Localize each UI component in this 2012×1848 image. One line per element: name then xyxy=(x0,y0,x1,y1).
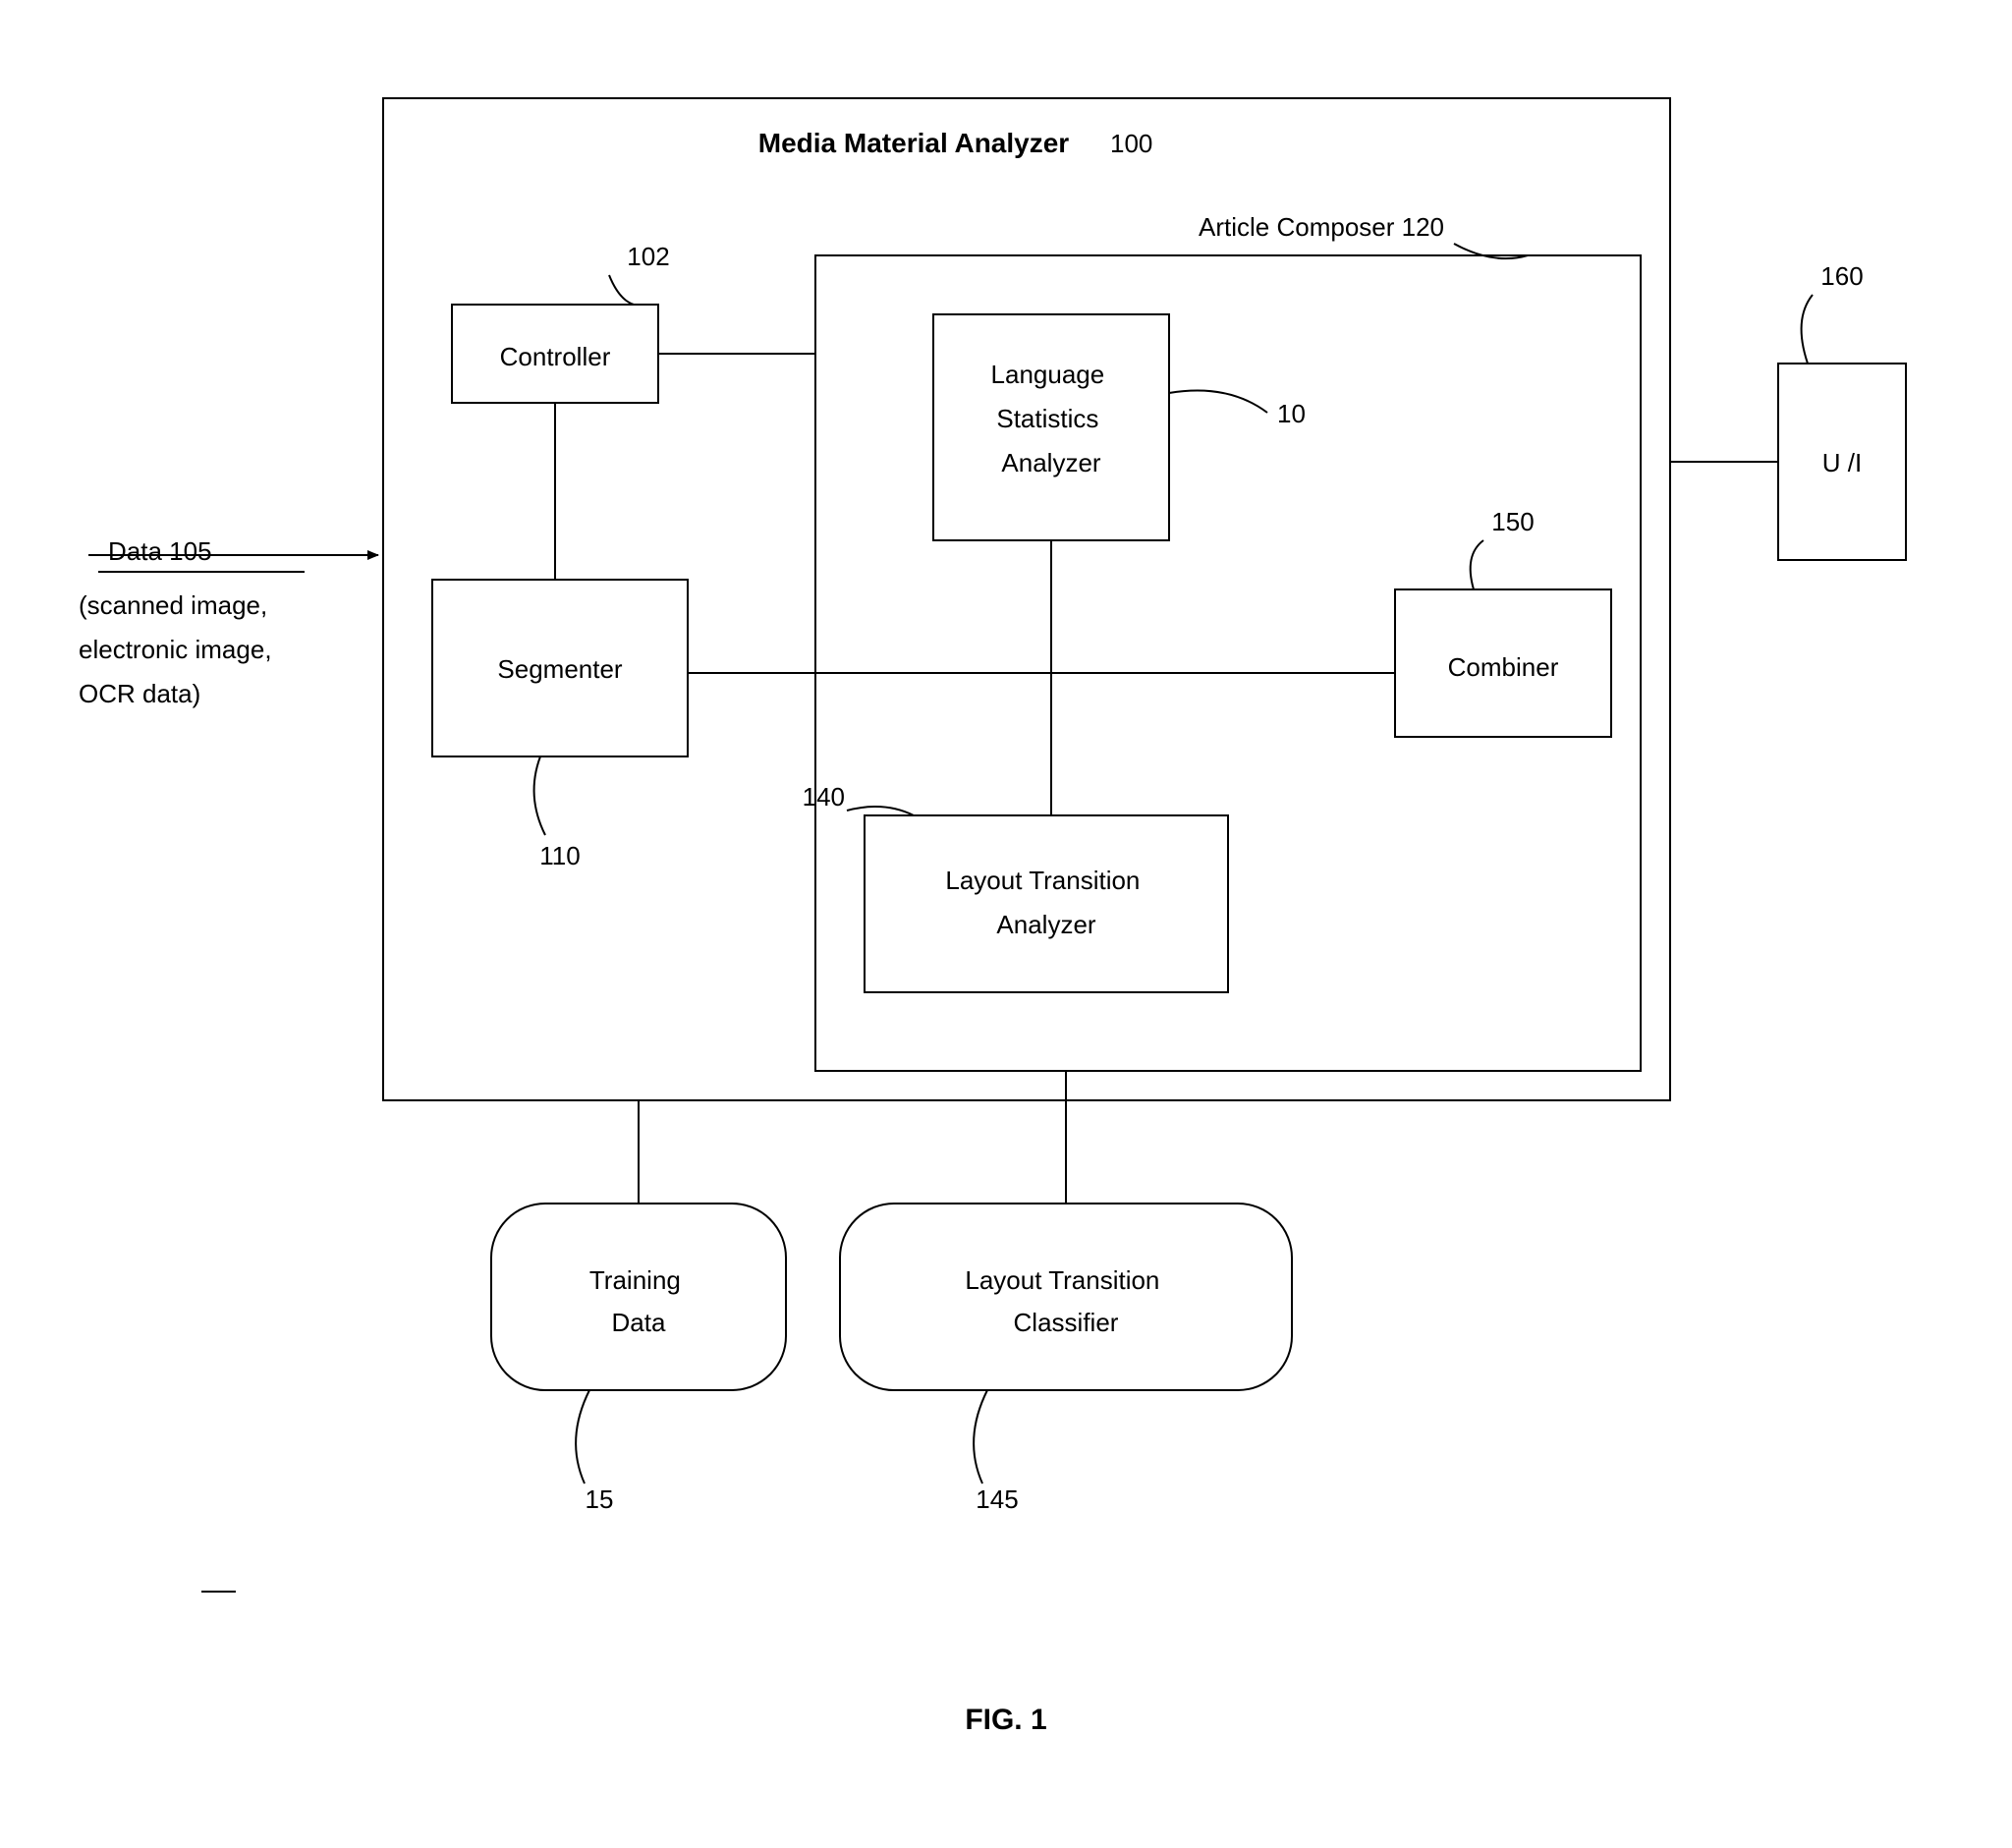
layout-trans-ref: 140 xyxy=(803,782,845,812)
combiner-label: Combiner xyxy=(1448,652,1559,682)
training-box xyxy=(491,1204,786,1390)
ui-ref-leader xyxy=(1802,295,1813,364)
data-in-label: Data 105 xyxy=(108,536,212,566)
training-ref-leader xyxy=(576,1390,589,1484)
ui-label: U /I xyxy=(1822,448,1862,477)
segmenter-label: Segmenter xyxy=(497,654,623,684)
layout-trans-box xyxy=(865,815,1228,992)
classifier-ref: 145 xyxy=(976,1484,1018,1514)
training-ref: 15 xyxy=(586,1484,614,1514)
media-analyzer-ref: 100 xyxy=(1110,129,1152,158)
controller-ref: 102 xyxy=(627,242,669,271)
segmenter-ref: 110 xyxy=(539,841,580,870)
combiner-ref: 150 xyxy=(1491,507,1534,536)
classifier-ref-leader xyxy=(974,1390,987,1484)
classifier-box xyxy=(840,1204,1292,1390)
ui-ref: 160 xyxy=(1820,261,1863,291)
data-in-detail: (scanned image, electronic image, OCR da… xyxy=(79,590,279,708)
controller-label: Controller xyxy=(500,342,611,371)
article-composer-label: Article Composer 120 xyxy=(1199,212,1444,242)
lang-stats-ref: 10 xyxy=(1277,399,1306,428)
lang-stats-label: Language Statistics Analyzer xyxy=(991,360,1112,477)
figure-caption: FIG. 1 xyxy=(965,1704,1046,1736)
media-analyzer-title: Media Material Analyzer xyxy=(758,128,1070,158)
